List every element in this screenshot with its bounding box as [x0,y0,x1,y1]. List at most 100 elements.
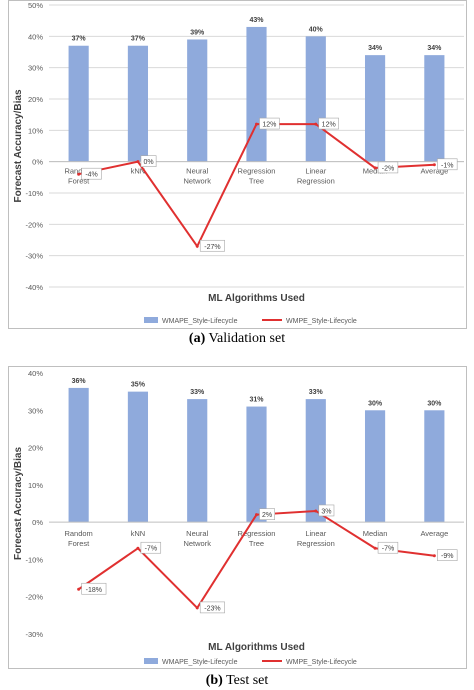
charta-category-label: Regression [297,177,335,186]
chartb-category-label: Random [64,529,92,538]
charta-ytick-label: 20% [28,95,43,104]
caption-test: (b) Test set [0,673,474,689]
charta-bar [68,45,89,162]
chartb-line-value-callout: -23% [199,601,225,614]
charta-ytick-label: 50% [28,1,43,10]
charta-bar-value-label: 34% [368,45,383,52]
chartb-ytick-label: -30% [25,630,43,639]
chartb-category-label: Regression [297,539,335,548]
chartb-line-value-box [199,601,225,614]
chartb-category-label: kNN [131,529,146,538]
charta-line-value-label: -2% [382,165,394,172]
charta-bar [305,36,326,162]
chartb-ytick-label: -20% [25,593,43,602]
charta-line-value-box [377,161,399,174]
chartb-category-label: Average [420,529,448,538]
charta-line-value-callout: -1% [437,158,458,171]
chartb-ytick-label: -10% [25,555,43,564]
charta-legend-bar-label: WMAPE_Style-Lifecycle [162,318,238,325]
charta-bar-value-label: 39% [190,29,205,36]
chartb-line-point [373,546,377,550]
charta-line-value-label: 12% [262,122,276,129]
charta-line-value-box [81,167,102,180]
charta-ytick-label: -40% [25,283,43,292]
chartb-bar [364,410,386,523]
chartb-line-value-box [377,541,399,554]
charta-line-value-box [140,155,157,167]
chartb-x-axis-label: ML Algorithms Used [208,642,305,653]
chartb-line-value-box [140,541,162,554]
chartb-category-label: Tree [249,539,264,548]
caption-validation-letter: (a) [188,331,206,346]
chartb-bar [246,406,267,523]
chartb-line-point [195,606,199,610]
chartb-line-series [78,509,435,610]
chartb-category-label: Network [183,539,211,548]
chartb-bar [424,410,445,523]
charta-line-value-callout: -2% [377,161,399,174]
charta-line-value-callout: 0% [140,155,157,167]
charta-category-label: Forest [68,177,90,186]
chartb-line-value-callout: -7% [140,541,162,554]
charta-bar-value-label: 37% [72,36,87,43]
charta-line-value-box [259,117,280,130]
chartb-line-value-label: 3% [321,508,331,515]
charta-bar [187,39,208,162]
charta-category-label: Average [420,167,448,176]
chartb-category-label: Neural [186,529,208,538]
chart-panel-test: -30% -20% -10% 0% 10% 20% 30% 40% Forecast Accur… [8,366,467,669]
charta-legend-line-label: WMPE_Style-Lifecycle [286,318,357,325]
chartb-bar [127,391,149,523]
chartb-line-point [314,509,318,513]
chartb-category-label: Regression [238,529,276,538]
charta-line-value-label: -1% [441,162,453,169]
charta-line-value-callout: 12% [318,117,339,130]
chartb-line-point [255,513,258,517]
chartb-category-label: Linear [305,529,326,538]
charta-ytick-label: 40% [28,32,43,41]
chartb-line-value-box [81,582,107,595]
chartb-line-value-box [318,504,335,517]
charta-line-value-callout: -27% [199,239,225,252]
charta-category-label: Network [183,177,211,186]
chartb-line-value-label: -7% [145,546,157,553]
charta-category-label: Tree [249,177,264,186]
chart-test: -30% -20% -10% 0% 10% 20% 30% 40% Forecast Accur… [13,369,464,666]
chartb-line-point [136,546,140,550]
chartb-line-value-callout: -18% [81,582,107,595]
chartb-ytick-label: 0% [32,518,43,527]
charta-bar-value-label: 37% [131,36,146,43]
charta-bar-value-label: 43% [249,17,264,24]
charta-line-value-box [437,158,458,171]
charta-line-point [255,122,258,126]
chartb-line-value-box [259,508,275,520]
chartb-line-value-label: -9% [441,553,453,560]
chartb-bar-value-label: 30% [427,400,442,407]
chartb-line-value-label: -7% [382,546,394,553]
caption-test-text: Test set [226,673,269,688]
charta-category-label: Neural [186,167,208,176]
charta-category-label: kNN [131,167,146,176]
chartb-ytick-label: 10% [28,481,43,490]
charta-legend-bar-swatch [144,317,158,323]
charta-category-label: Median [363,167,388,176]
chartb-bar-value-label: 30% [368,400,383,407]
charta-bar [364,55,386,162]
caption-test-letter: (b) [205,673,223,688]
charta-ytick-label: -20% [25,220,43,229]
chartb-line-value-callout: -7% [377,541,399,554]
charta-bar [246,26,267,162]
chartb-legend-bar-label: WMAPE_Style-Lifecycle [162,659,238,666]
charta-category-label: Regression [238,167,276,176]
chartb-bar [187,399,208,523]
charta-bar-value-label: 40% [309,26,324,33]
charta-x-axis-label: ML Algorithms Used [208,293,305,304]
chartb-bar-value-label: 36% [72,378,87,385]
charta-bar-value-label: 34% [427,45,442,52]
chartb-line-value-label: -18% [86,587,102,594]
chartb-line-value-label: 2% [262,512,272,519]
charta-line-point [373,166,377,170]
charta-line-value-label: -27% [204,244,220,251]
charta-line-point [432,163,436,167]
chartb-line-point [77,587,81,591]
